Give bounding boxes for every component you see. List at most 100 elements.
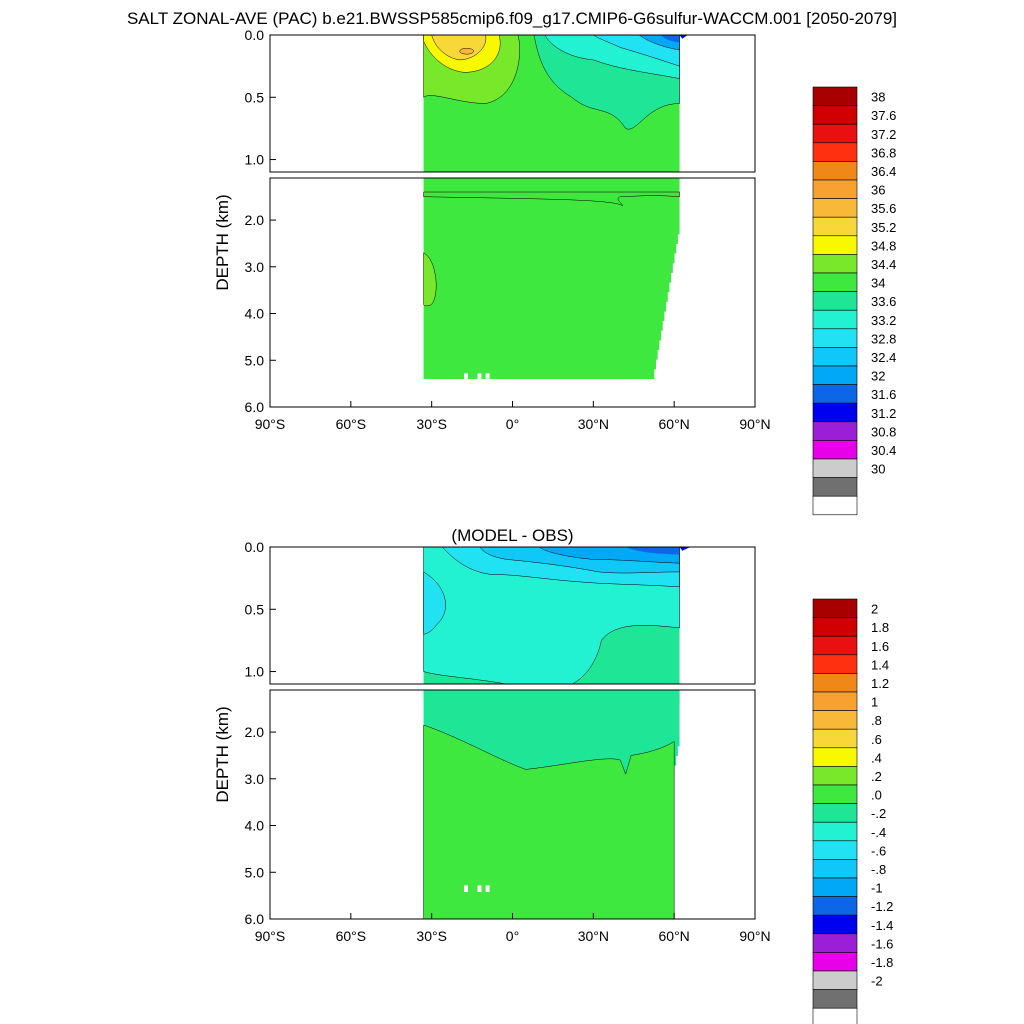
y-tick-label: 5.0 [245,352,265,368]
colorbar-box [812,673,858,693]
ocean-domain-outline [464,885,490,892]
colorbar-box [812,86,858,106]
colorbar-label: -1.6 [871,936,893,951]
colorbar-box [812,216,858,237]
colorbar-box [812,970,858,990]
colorbar-label: 1.6 [871,639,889,654]
colorbar-box [812,710,858,730]
colorbar-label: 35.2 [871,220,896,235]
y-tick-label: 3.0 [245,771,265,787]
ocean-domain-outline [464,373,490,380]
x-tick-label: 90°N [739,416,770,432]
colorbar-label: .0 [871,788,882,803]
colorbar-box [812,347,858,367]
colorbar-box [812,477,858,497]
y-axis-ticks: 0.0 0.5 1.0 2.0 3.0 4.0 5.0 6.0 [245,27,276,415]
y-tick-label: 0.0 [245,27,265,43]
colorbar-box [812,952,858,972]
contour-deep-34-4 [423,191,680,207]
colorbar-box [812,691,858,711]
colorbar-label: 33.6 [871,294,896,309]
x-tick-label: 90°S [255,928,286,944]
colorbar-box [812,821,858,842]
colorbar-label: -1.4 [871,918,893,933]
x-tick-label: 30°N [578,928,609,944]
colorbar-box [812,914,858,935]
colorbar-label: 30.4 [871,443,896,458]
colorbar-label: -1.2 [871,899,893,914]
x-tick-label: 30°S [416,928,447,944]
colorbar-label: 32.4 [871,350,896,365]
colorbar-label: 34.8 [871,238,896,253]
colorbar-box [812,458,858,478]
fills-upper [423,35,688,172]
seamount-gap [464,885,469,892]
contour-minus-1-2 [679,547,691,551]
colorbar-label: 1 [871,695,878,710]
colorbar-label: -1 [871,881,883,896]
colorbar-box [812,235,858,255]
ocean-fill-lower [423,178,680,379]
colorbar-label: -.8 [871,862,886,877]
y-axis-label: DEPTH (km) [213,706,232,802]
contour-zero-lower [423,690,680,705]
y-axis-label: DEPTH (km) [213,194,232,290]
colorbar-label: -.2 [871,806,886,821]
colorbar-label: 34 [871,276,885,291]
colorbar-label: -1.8 [871,955,893,970]
colorbar-label: .2 [871,769,882,784]
x-tick-label: 60°S [336,928,367,944]
colorbar-box [812,198,858,218]
fills-upper [423,547,691,684]
colorbar-box [812,402,858,423]
colorbar-box [812,291,858,311]
colorbar-box [812,877,858,897]
colorbar-box [812,859,858,879]
figure-title: SALT ZONAL-AVE (PAC) b.e21.BWSSP585cmip6… [127,9,897,28]
colorbar-label: 30 [871,462,885,477]
seamount-gap [485,885,490,892]
colorbar-label: 2 [871,602,878,617]
colorbar-label: 36.4 [871,164,896,179]
colorbar: -2 -1.8 -1.6 -1.4 -1.2 -1 -.8 -.6 -.4 -.2 .0 .2 .4 .6… [812,598,893,1024]
colorbar-box [812,1007,858,1024]
colorbar-box [812,328,858,348]
colorbar-box [812,896,858,916]
colorbar-box [812,635,858,656]
seamount-gap [477,373,482,380]
colorbar-box [812,254,858,274]
colorbar-box [812,142,858,162]
colorbar-label: -.4 [871,825,886,840]
y-tick-label: 5.0 [245,864,265,880]
x-tick-label: 60°N [659,928,690,944]
x-tick-label: 30°N [578,416,609,432]
panel-salinity: 90°S 60°S 30°S 0° 30°N 60°N 90°N 0.0 0.5 1.0 2.0 3… [213,27,896,516]
colorbar-label: 1.4 [871,657,889,672]
contour-minus-1 [625,547,680,555]
contour-fills [423,547,691,919]
colorbar-box [812,384,858,404]
x-tick-label: 0° [506,928,519,944]
colorbar-label: 32.8 [871,331,896,346]
y-tick-label: 1.0 [245,664,265,680]
colorbar-box [812,161,858,181]
colorbar-label: 36 [871,183,885,198]
x-tick-label: 30°S [416,416,447,432]
colorbar-box [812,495,858,516]
contour-31-6 [679,35,688,39]
colorbar-label: 37.2 [871,127,896,142]
colorbar-label: 32 [871,369,885,384]
y-tick-label: 3.0 [245,259,265,275]
colorbar-label: 1.8 [871,620,889,635]
colorbar-label: 31.6 [871,387,896,402]
panel-model-minus-obs: 90°S 60°S 30°S 0° 30°N 60°N 90°N 0.00.51.02.03… [213,526,893,1024]
colorbar-label: -.6 [871,843,886,858]
y-tick-label: 2.0 [245,212,265,228]
panel-title: (MODEL - OBS) [451,526,573,545]
contour-36 [459,47,474,55]
colorbar-label: 30.8 [871,424,896,439]
colorbar-label: 31.2 [871,406,896,421]
colorbar-label: .6 [871,732,882,747]
x-tick-label: 0° [506,416,519,432]
